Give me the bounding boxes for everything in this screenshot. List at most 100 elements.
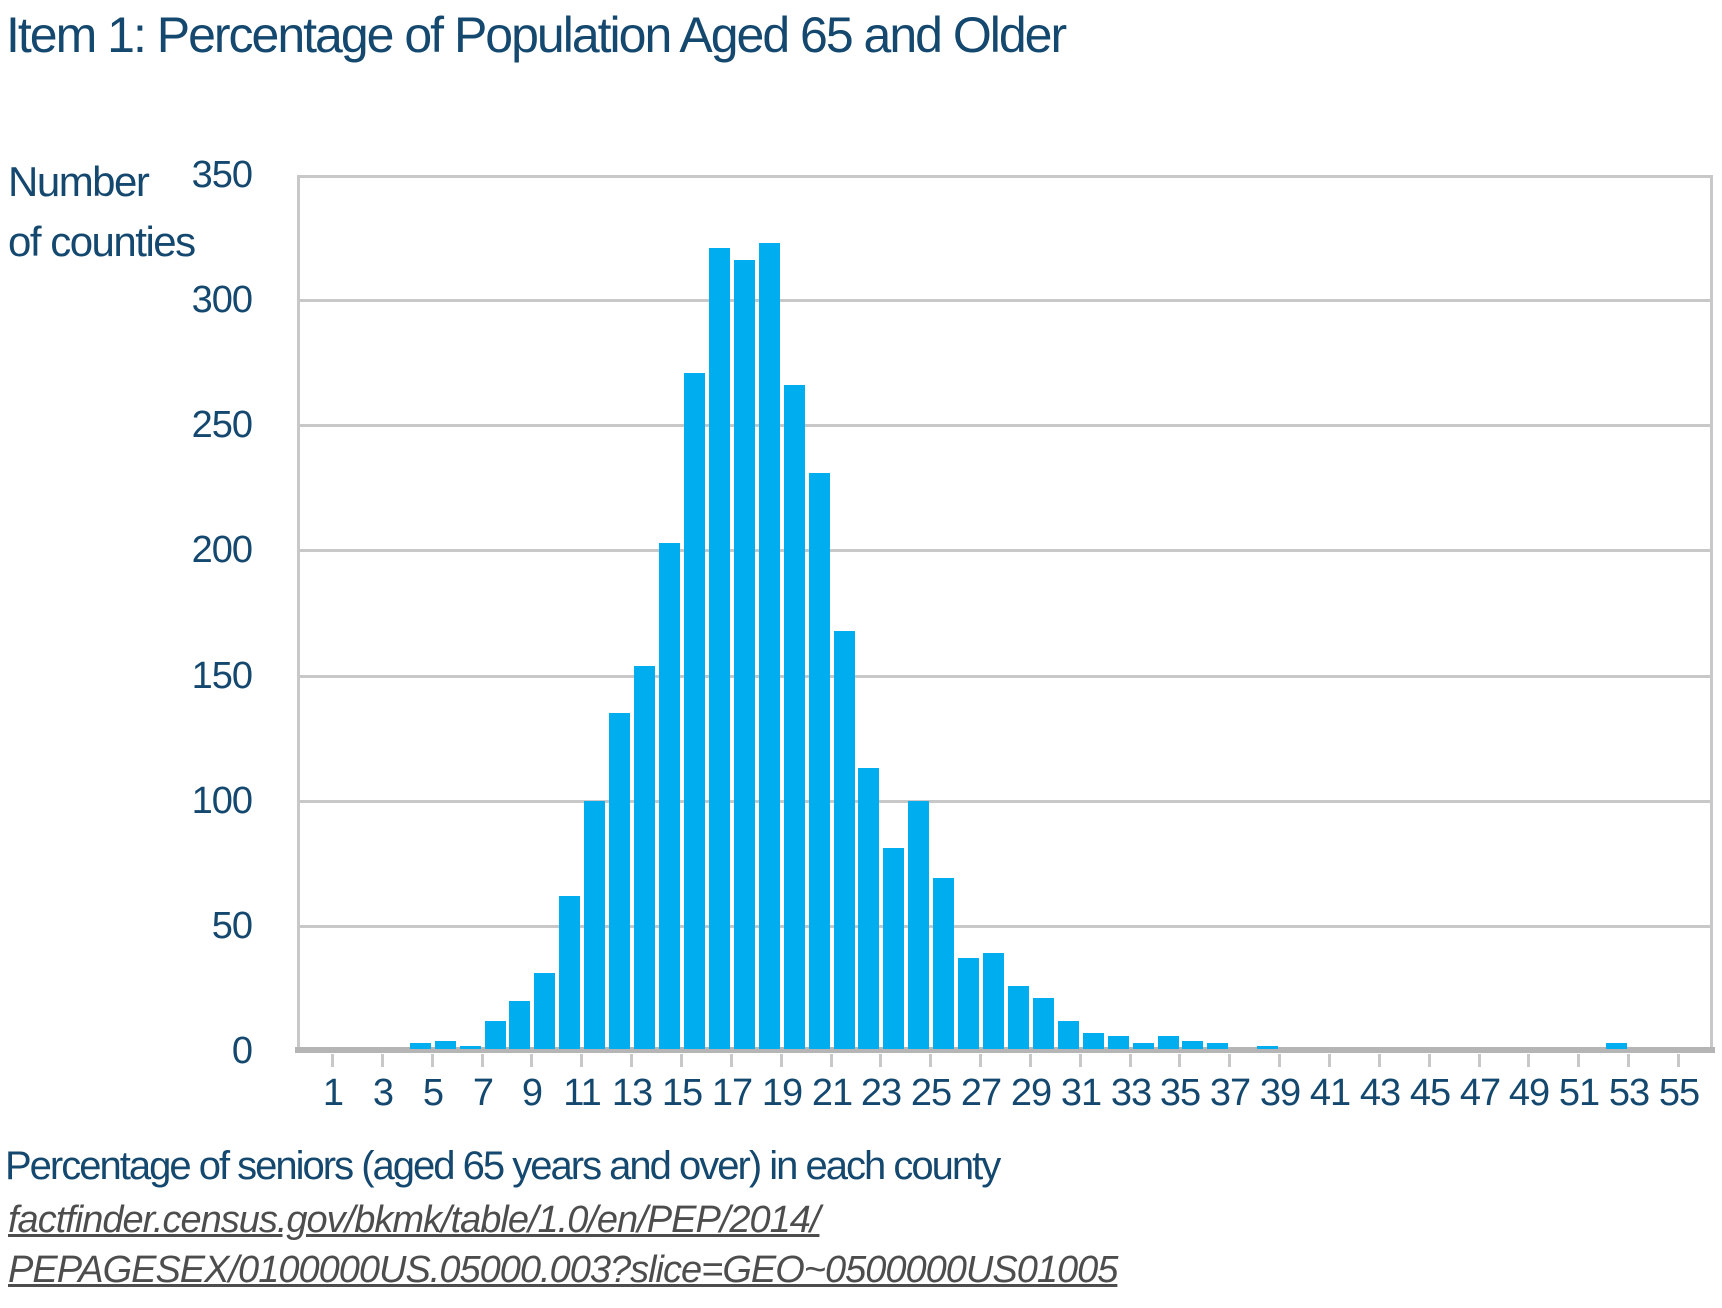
- histogram-bar: [759, 243, 780, 1049]
- y-axis-tick-label-150: 150: [191, 655, 253, 697]
- source-url-line-2[interactable]: PEPAGESEX/0100000US.05000.003?slice=GEO~…: [8, 1249, 1118, 1291]
- x-axis-tick-label-25: 25: [910, 1072, 952, 1114]
- x-axis-tick-3: [381, 1054, 384, 1067]
- x-axis-tick-label-17: 17: [711, 1072, 753, 1114]
- x-axis-tick-label-53: 53: [1608, 1072, 1650, 1114]
- histogram-bar: [858, 768, 879, 1049]
- y-axis-tick-label-250: 250: [191, 404, 253, 446]
- x-axis-tick-49: [1527, 1054, 1530, 1067]
- histogram-bar: [1108, 1036, 1129, 1049]
- x-axis-tick-7: [481, 1054, 484, 1067]
- histogram-bar: [1606, 1043, 1627, 1049]
- gridline-300: [297, 299, 1713, 302]
- histogram-bar: [1158, 1036, 1179, 1049]
- x-axis-tick-label-27: 27: [960, 1072, 1002, 1114]
- x-axis-tick-label-29: 29: [1010, 1072, 1052, 1114]
- x-axis-tick-label-21: 21: [811, 1072, 853, 1114]
- histogram-bar: [559, 896, 580, 1049]
- histogram-bar: [933, 878, 954, 1049]
- x-axis-tick-47: [1478, 1054, 1481, 1067]
- x-axis-tick-label-5: 5: [422, 1072, 444, 1114]
- y-axis-tick-label-50: 50: [211, 905, 253, 947]
- x-axis-tick-21: [830, 1054, 833, 1067]
- x-axis-tick-label-1: 1: [322, 1072, 344, 1114]
- x-axis-tick-41: [1328, 1054, 1331, 1067]
- histogram-bar: [834, 631, 855, 1049]
- source-url-line-1[interactable]: factfinder.census.gov/bkmk/table/1.0/en/…: [8, 1199, 820, 1241]
- x-axis-tick-53: [1627, 1054, 1630, 1067]
- histogram-bar: [1083, 1033, 1104, 1049]
- x-axis-tick-9: [530, 1054, 533, 1067]
- y-axis-tick-label-200: 200: [191, 529, 253, 571]
- y-axis-tick-label-300: 300: [191, 279, 253, 321]
- histogram-bar: [1182, 1041, 1203, 1049]
- histogram-bar: [534, 973, 555, 1049]
- histogram-bar: [883, 848, 904, 1049]
- histogram-bar: [435, 1041, 456, 1049]
- x-axis-tick-13: [630, 1054, 633, 1067]
- x-axis-tick-label-43: 43: [1359, 1072, 1401, 1114]
- y-axis-line: [297, 175, 300, 1051]
- x-axis-tick-27: [979, 1054, 982, 1067]
- histogram-bar: [1257, 1046, 1278, 1049]
- y-axis-tick-label-0: 0: [231, 1030, 253, 1072]
- x-axis-tick-label-41: 41: [1309, 1072, 1351, 1114]
- gridline-250: [297, 424, 1713, 427]
- y-axis-tick-label-350: 350: [191, 154, 253, 196]
- chart-title: Item 1: Percentage of Population Aged 65…: [6, 7, 1067, 63]
- y-axis-tick-label-100: 100: [191, 780, 253, 822]
- x-axis-tick-label-49: 49: [1508, 1072, 1550, 1114]
- histogram-bar: [509, 1001, 530, 1049]
- x-axis-tick-33: [1129, 1054, 1132, 1067]
- x-axis-tick-label-33: 33: [1110, 1072, 1152, 1114]
- histogram-bar: [908, 801, 929, 1049]
- x-axis-tick-label-47: 47: [1459, 1072, 1501, 1114]
- histogram-bar: [1207, 1043, 1228, 1049]
- x-axis-tick-label-31: 31: [1060, 1072, 1102, 1114]
- histogram-bar: [809, 473, 830, 1049]
- gridline-150: [297, 675, 1713, 678]
- x-axis-tick-label-45: 45: [1409, 1072, 1451, 1114]
- histogram-bar: [1133, 1043, 1154, 1049]
- histogram-bar: [1058, 1021, 1079, 1049]
- x-axis-tick-label-39: 39: [1259, 1072, 1301, 1114]
- x-axis-tick-label-11: 11: [563, 1072, 601, 1114]
- histogram-bar: [1008, 986, 1029, 1049]
- histogram-bar: [485, 1021, 506, 1049]
- histogram-bar: [460, 1046, 481, 1049]
- histogram-bar: [734, 260, 755, 1049]
- x-axis-tick-label-51: 51: [1558, 1072, 1600, 1114]
- x-axis-tick-29: [1029, 1054, 1032, 1067]
- x-axis-tick-label-37: 37: [1209, 1072, 1251, 1114]
- x-axis-tick-15: [680, 1054, 683, 1067]
- histogram-bar: [709, 248, 730, 1049]
- x-axis-tick-25: [929, 1054, 932, 1067]
- x-axis-tick-label-35: 35: [1159, 1072, 1201, 1114]
- y-axis-title-line-2: of counties: [8, 218, 196, 265]
- x-axis-tick-label-55: 55: [1658, 1072, 1700, 1114]
- histogram-bar: [684, 373, 705, 1049]
- x-axis-tick-17: [730, 1054, 733, 1067]
- x-axis-tick-39: [1278, 1054, 1281, 1067]
- gridline-50: [297, 925, 1713, 928]
- histogram-bar: [410, 1043, 431, 1049]
- gridline-200: [297, 549, 1713, 552]
- histogram-bar: [784, 385, 805, 1049]
- y-axis-title: Number of counties: [8, 152, 196, 272]
- histogram-bar: [1033, 998, 1054, 1049]
- x-axis-line: [295, 1047, 1715, 1053]
- x-axis-tick-label-23: 23: [860, 1072, 902, 1114]
- x-axis-tick-11: [580, 1054, 583, 1067]
- plot-border-top: [297, 175, 1713, 178]
- plot-border-right: [1710, 175, 1713, 1051]
- x-axis-tick-label-3: 3: [372, 1072, 394, 1114]
- x-axis-tick-55: [1677, 1054, 1680, 1067]
- x-axis-tick-label-19: 19: [761, 1072, 803, 1114]
- x-axis-tick-37: [1228, 1054, 1231, 1067]
- histogram-bar: [659, 543, 680, 1049]
- histogram-bar: [983, 953, 1004, 1049]
- histogram-bar: [609, 713, 630, 1049]
- x-axis-tick-5: [431, 1054, 434, 1067]
- histogram-bar: [958, 958, 979, 1049]
- histogram-bar: [634, 666, 655, 1049]
